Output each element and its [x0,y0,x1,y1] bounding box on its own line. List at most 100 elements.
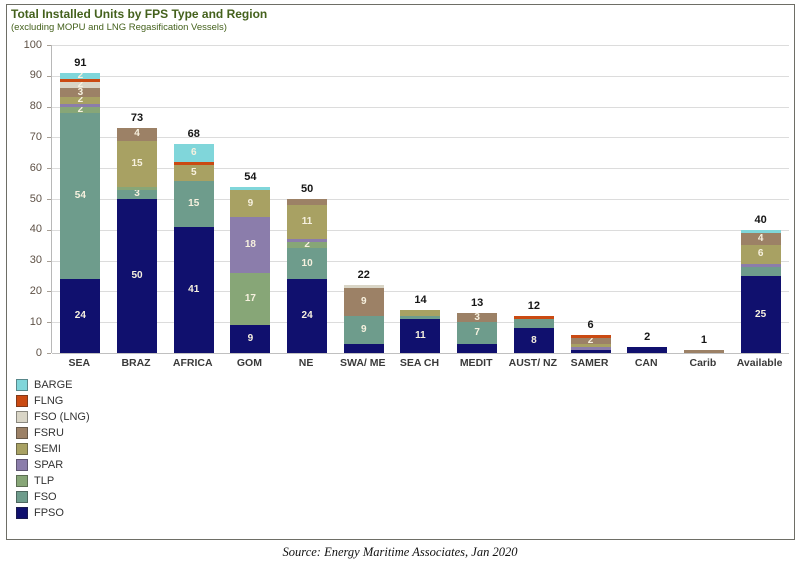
segment-value-label: 2 [304,242,310,249]
bar-sea: 24 54 2 2 3 2 2 [60,72,101,353]
bar-gom: 9 17 18 9 [230,186,271,353]
segment-fpso [343,343,384,353]
bar-slot: 1 [676,45,733,353]
segment-spar [570,346,611,350]
y-tick-mark [47,291,51,293]
gridline [52,229,789,231]
segment-fsru: 9 [343,288,384,317]
segment-fpso: 41 [173,226,214,353]
y-axis: 100 90 80 70 60 50 40 30 20 10 0 [7,39,51,359]
bar-total: 73 [130,112,144,125]
segment-spar [60,103,101,107]
segment-semi: 15 [117,140,158,187]
segment-value-label: 9 [361,296,367,308]
legend-item-fpso: FPSO [16,505,90,521]
legend-swatch-fso-lng [16,411,28,423]
segment-value-label: 2 [77,82,84,89]
bar-total: 91 [74,56,87,69]
y-tick-label: 20 [29,284,42,297]
segment-value-label: 9 [247,197,254,209]
legend-swatch-fso [16,491,28,503]
segment-value-label: 3 [474,312,480,323]
x-label-carib: Carib [689,357,717,369]
segment-fso: 3 [117,189,158,199]
bar-slot: 22 9 9 [335,45,392,353]
y-tick-label: 10 [29,315,42,328]
bar-total: 12 [527,300,540,313]
segment-fso [740,266,781,276]
segment-fso-lng [343,285,384,289]
legend-label: FSRU [34,427,64,439]
y-tick-mark [47,353,51,354]
segment-value-label: 24 [74,310,86,322]
bar-total: 14 [414,293,427,306]
segment-fpso [457,343,498,353]
bars-container: 91 24 54 2 2 3 2 2 73 50 3 15 4 68 41 15 5 6 54 9 17 18 9 50 24 1… [52,45,789,353]
segment-value-label: 24 [301,310,313,322]
segment-value-label: 2 [587,337,594,344]
chart-title: Total Installed Units by FPS Type and Re… [11,7,268,21]
segment-fsru: 4 [117,128,158,141]
y-tick-label: 70 [29,130,42,143]
segment-barge: 6 [173,143,214,163]
segment-fso: 10 [287,248,328,280]
segment-value-label: 11 [415,330,426,342]
segment-fpso: 50 [117,199,158,353]
segment-fso: 7 [457,322,498,344]
bar-can [627,346,668,353]
segment-fpso: 8 [513,328,554,353]
legend-swatch-tlp [16,475,28,487]
y-tick-label: 0 [35,346,42,359]
legend-swatch-fsru [16,427,28,439]
segment-flng [60,78,101,82]
legend-swatch-barge [16,379,28,391]
segment-fsru [683,349,724,353]
y-tick-label: 90 [29,69,42,82]
stacked-bar-chart: 100 90 80 70 60 50 40 30 20 10 0 91 24 54 2 2 3 2 2 73 50 3 1… [7,39,792,373]
y-tick-label: 80 [29,100,42,113]
y-tick-mark [47,260,51,262]
segment-tlp: 2 [287,242,328,249]
y-tick-label: 40 [29,223,42,236]
gridline [52,137,789,139]
y-tick-mark [47,229,51,231]
segment-value-label: 6 [190,146,197,158]
gridline [52,168,789,170]
segment-barge: 2 [60,72,101,79]
gridline [52,75,789,77]
x-label-available: Available [736,357,783,369]
segment-value-label: 15 [188,197,200,209]
legend: BARGE FLNG FSO (LNG) FSRU SEMI SPAR TLP FSO FPSO [16,377,90,521]
bar-braz: 50 3 15 4 [117,128,158,353]
gridline [52,106,789,108]
x-label-aust-nz: AUST/ NZ [508,357,558,369]
segment-flng [173,162,214,166]
bar-slot: 2 [619,45,676,353]
segment-value-label: 18 [244,239,256,251]
bar-africa: 41 15 5 6 [173,143,214,353]
bar-samer: 2 [570,334,611,353]
legend-label: TLP [34,475,55,487]
bar-slot: 50 24 10 2 11 [279,45,336,353]
y-tick-mark [47,75,51,77]
segment-barge [230,186,271,190]
segment-value-label: 15 [131,157,143,169]
segment-fpso [570,349,611,353]
segment-semi [570,343,611,347]
bar-sea-ch: 11 [400,309,441,353]
x-label-medit: MEDIT [459,357,493,369]
legend-label: FLNG [34,395,64,407]
y-tick-mark [47,106,51,108]
segment-fpso: 11 [400,319,441,353]
legend-swatch-fpso [16,507,28,519]
segment-fso [400,316,441,320]
x-label-braz: BRAZ [121,357,151,369]
y-tick-mark [47,199,51,200]
segment-fpso: 24 [287,279,328,353]
segment-semi: 11 [287,205,328,240]
y-tick-mark [47,45,51,46]
segment-fso: 9 [343,316,384,344]
